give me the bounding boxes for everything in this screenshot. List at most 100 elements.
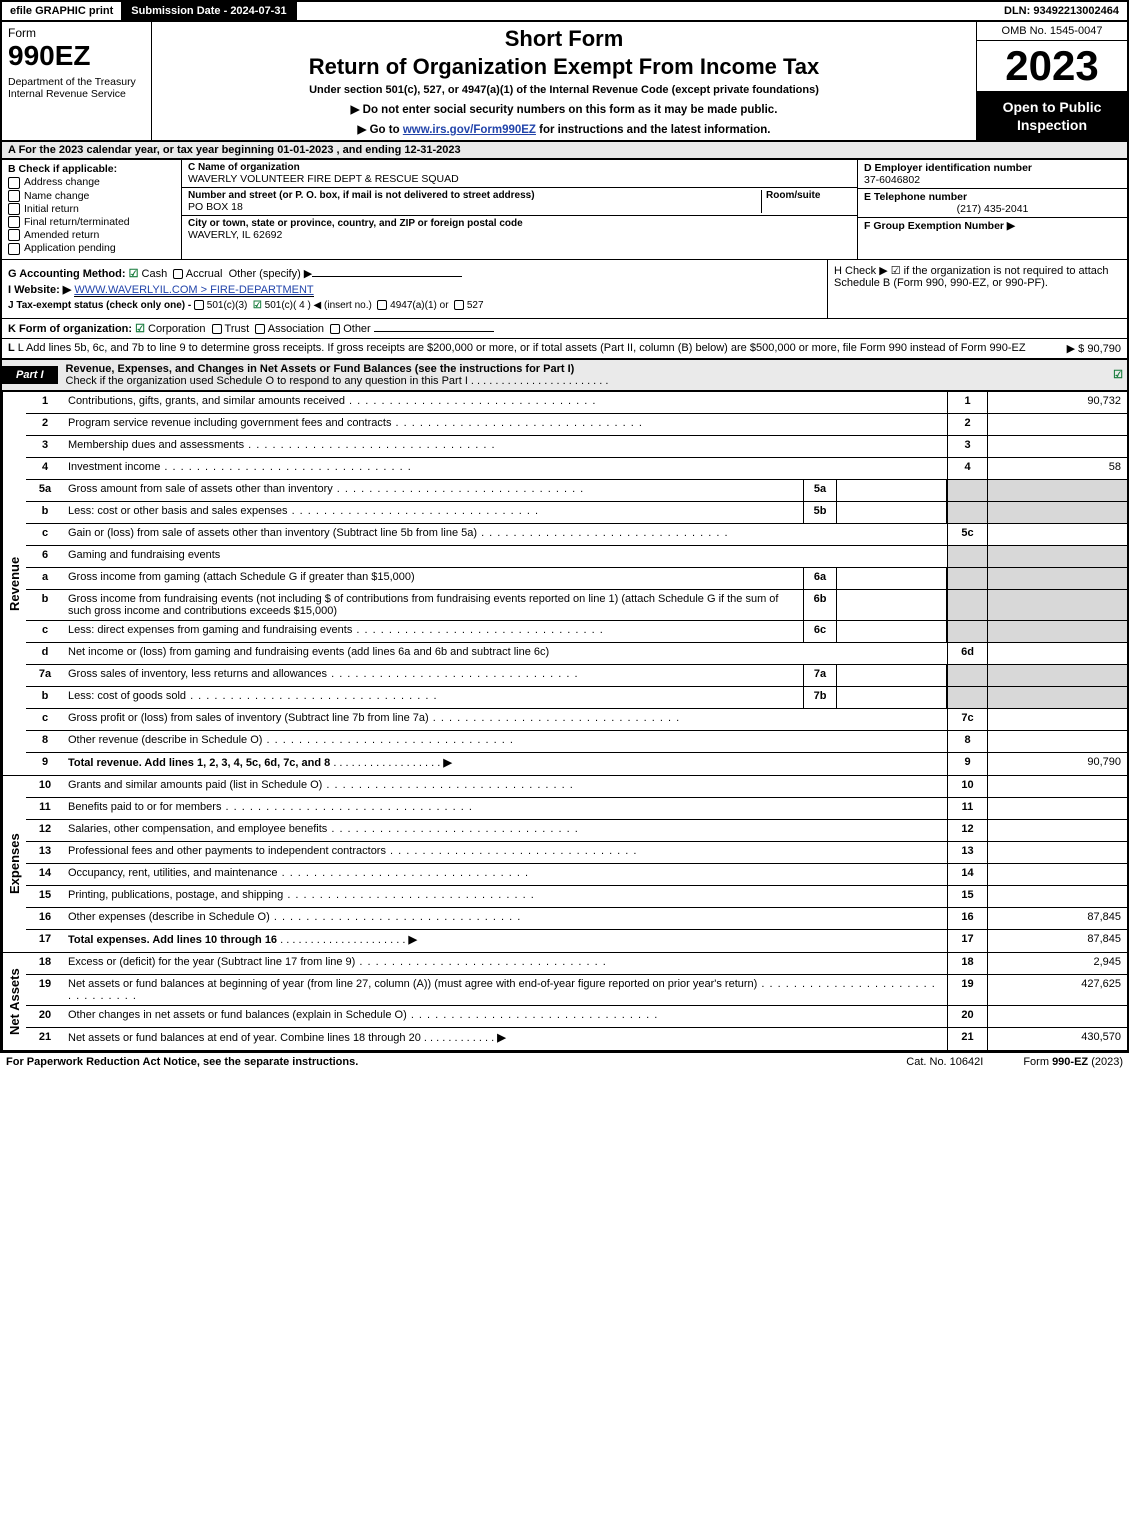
footer-right: Form 990-EZ (2023) bbox=[1023, 1056, 1123, 1068]
line-21-desc: Net assets or fund balances at end of ye… bbox=[64, 1028, 947, 1050]
line-17-rnum: 17 bbox=[947, 930, 987, 952]
line-9-value: 90,790 bbox=[987, 753, 1127, 775]
line-6d-rnum: 6d bbox=[947, 643, 987, 664]
expenses-side-label: Expenses bbox=[2, 776, 26, 952]
line-6a-desc: Gross income from gaming (attach Schedul… bbox=[64, 568, 803, 589]
j-527-check[interactable] bbox=[454, 300, 464, 310]
title-short-form: Short Form bbox=[160, 26, 968, 52]
line-3-num: 3 bbox=[26, 436, 64, 457]
city-value: WAVERLY, IL 62692 bbox=[188, 229, 851, 241]
line-7b-num: b bbox=[26, 687, 64, 708]
line-12-num: 12 bbox=[26, 820, 64, 841]
line-15-value bbox=[987, 886, 1127, 907]
line-19-num: 19 bbox=[26, 975, 64, 1005]
ein-label: D Employer identification number bbox=[864, 162, 1121, 174]
column-de: D Employer identification number 37-6046… bbox=[857, 160, 1127, 258]
line-2-desc: Program service revenue including govern… bbox=[64, 414, 947, 435]
line-7a-desc: Gross sales of inventory, less returns a… bbox=[64, 665, 803, 686]
j-527: 527 bbox=[467, 300, 484, 311]
topbar-spacer bbox=[297, 2, 996, 20]
accounting-cash-check[interactable]: ☑ bbox=[129, 268, 139, 280]
subtitle: Under section 501(c), 527, or 4947(a)(1)… bbox=[160, 84, 968, 96]
website-link[interactable]: WWW.WAVERLYIL.COM > FIRE-DEPARTMENT bbox=[74, 284, 313, 296]
part-i-title: Revenue, Expenses, and Changes in Net As… bbox=[58, 360, 1109, 390]
ghij-left: G Accounting Method: ☑ Cash Accrual Othe… bbox=[2, 260, 827, 318]
header-right: OMB No. 1545-0047 2023 Open to Public In… bbox=[977, 22, 1127, 140]
checkbox-address-change[interactable]: Address change bbox=[8, 176, 175, 188]
line-8-value bbox=[987, 731, 1127, 752]
k-trust-check[interactable] bbox=[212, 324, 222, 334]
open-to-public: Open to Public Inspection bbox=[977, 92, 1127, 140]
line-6b-subnum: 6b bbox=[803, 590, 837, 620]
tax-year: 2023 bbox=[977, 41, 1127, 92]
phone-value: (217) 435-2041 bbox=[864, 203, 1121, 215]
h-text: H Check ▶ ☑ if the organization is not r… bbox=[834, 265, 1109, 289]
line-11-value bbox=[987, 798, 1127, 819]
instr2-suffix: for instructions and the latest informat… bbox=[536, 124, 771, 136]
line-10-value bbox=[987, 776, 1127, 797]
line-13-desc: Professional fees and other payments to … bbox=[64, 842, 947, 863]
line-9-num: 9 bbox=[26, 753, 64, 775]
net-assets-section: Net Assets 18Excess or (deficit) for the… bbox=[0, 953, 1129, 1052]
j-501c3-check[interactable] bbox=[194, 300, 204, 310]
line-5a-num: 5a bbox=[26, 480, 64, 501]
k-other-check[interactable] bbox=[330, 324, 340, 334]
line-5b-desc: Less: cost or other basis and sales expe… bbox=[64, 502, 803, 523]
accounting-other-input[interactable] bbox=[312, 276, 462, 277]
j-4947: 4947(a)(1) or bbox=[390, 300, 448, 311]
k-corp-check[interactable]: ☑ bbox=[135, 323, 145, 335]
row-a-tax-year: A For the 2023 calendar year, or tax yea… bbox=[0, 142, 1129, 160]
efile-print[interactable]: efile GRAPHIC print bbox=[2, 2, 123, 20]
expenses-section: Expenses 10Grants and similar amounts pa… bbox=[0, 776, 1129, 953]
line-5a-subnum: 5a bbox=[803, 480, 837, 501]
checkbox-amended-return[interactable]: Amended return bbox=[8, 229, 175, 241]
irs-link[interactable]: www.irs.gov/Form990EZ bbox=[403, 124, 536, 136]
line-17-desc: Total expenses. Add lines 10 through 16 … bbox=[64, 930, 947, 952]
line-6d-value bbox=[987, 643, 1127, 664]
line-17-value: 87,845 bbox=[987, 930, 1127, 952]
line-7c-num: c bbox=[26, 709, 64, 730]
checkbox-name-change[interactable]: Name change bbox=[8, 190, 175, 202]
line-1-rnum: 1 bbox=[947, 392, 987, 413]
line-20-value bbox=[987, 1006, 1127, 1027]
line-5a-subval bbox=[837, 480, 947, 501]
k-assoc-check[interactable] bbox=[255, 324, 265, 334]
footer-center: Cat. No. 10642I bbox=[866, 1056, 1023, 1068]
line-17-num: 17 bbox=[26, 930, 64, 952]
line-5c-desc: Gain or (loss) from sale of assets other… bbox=[64, 524, 947, 545]
line-9-desc: Total revenue. Add lines 1, 2, 3, 4, 5c,… bbox=[64, 753, 947, 775]
line-2-num: 2 bbox=[26, 414, 64, 435]
net-assets-side-label: Net Assets bbox=[2, 953, 26, 1050]
checkbox-final-return[interactable]: Final return/terminated bbox=[8, 216, 175, 228]
block-identity: B Check if applicable: Address change Na… bbox=[0, 160, 1129, 259]
col-b-header: B Check if applicable: bbox=[8, 163, 175, 175]
line-8-rnum: 8 bbox=[947, 731, 987, 752]
part-i-check[interactable]: ☑ bbox=[1109, 368, 1127, 381]
line-14-rnum: 14 bbox=[947, 864, 987, 885]
org-name: WAVERLY VOLUNTEER FIRE DEPT & RESCUE SQU… bbox=[188, 173, 851, 185]
footer-right-suffix: (2023) bbox=[1088, 1056, 1123, 1068]
row-l: L L Add lines 5b, 6c, and 7b to line 9 t… bbox=[0, 339, 1129, 359]
accounting-accrual: Accrual bbox=[186, 268, 223, 280]
accounting-accrual-check[interactable] bbox=[173, 269, 183, 279]
j-501c-check[interactable]: ☑ bbox=[253, 300, 262, 311]
j-4947-check[interactable] bbox=[377, 300, 387, 310]
line-3-rnum: 3 bbox=[947, 436, 987, 457]
checkbox-initial-return[interactable]: Initial return bbox=[8, 203, 175, 215]
line-6a-subval bbox=[837, 568, 947, 589]
line-4-rnum: 4 bbox=[947, 458, 987, 479]
form-word: Form bbox=[8, 26, 145, 40]
checkbox-application-pending[interactable]: Application pending bbox=[8, 242, 175, 254]
k-other-input[interactable] bbox=[374, 331, 494, 332]
line-6-num: 6 bbox=[26, 546, 64, 567]
line-6c-subval bbox=[837, 621, 947, 642]
title-return: Return of Organization Exempt From Incom… bbox=[160, 54, 968, 80]
instr2-prefix: ▶ Go to bbox=[358, 124, 403, 136]
street-value: PO BOX 18 bbox=[188, 201, 761, 213]
l-text: L Add lines 5b, 6c, and 7b to line 9 to … bbox=[18, 342, 1026, 354]
line-6b-subval bbox=[837, 590, 947, 620]
line-6a-num: a bbox=[26, 568, 64, 589]
line-13-value bbox=[987, 842, 1127, 863]
j-label: J Tax-exempt status (check only one) - bbox=[8, 300, 191, 311]
line-7a-subnum: 7a bbox=[803, 665, 837, 686]
